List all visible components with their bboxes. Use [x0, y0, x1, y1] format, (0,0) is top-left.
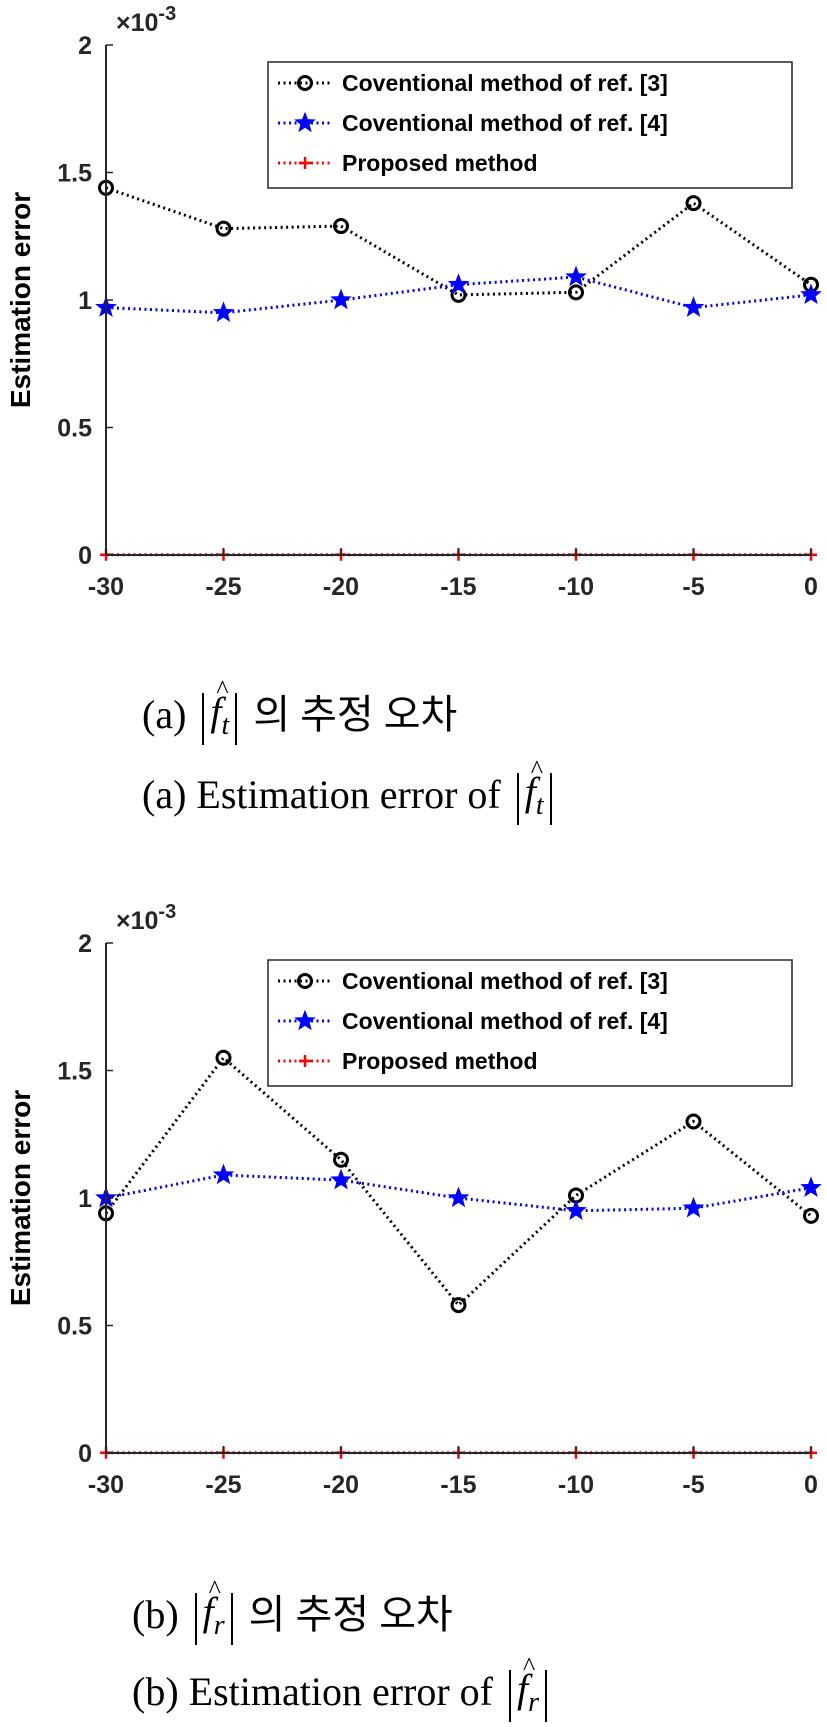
y-tick-label: 1.5	[57, 1058, 92, 1086]
data-point	[333, 1151, 349, 1168]
legend-label: Coventional method of ref. [3]	[342, 70, 668, 96]
chart-a: -30 -25 -20 -15 -10 -5 0 0 0.5 1 1.5 2 ×10-3 SNR [dB]…	[5, 3, 822, 620]
data-point	[447, 273, 470, 294]
legend-marker	[297, 973, 313, 989]
x-tick-label: 0	[804, 1471, 818, 1499]
data-point	[565, 265, 587, 287]
abs-bar-right	[545, 1670, 548, 1722]
f-hat-t-symbol: ^ ft	[210, 675, 230, 741]
x-tick-label: -30	[88, 1471, 124, 1499]
x-tick-label: -25	[205, 573, 241, 601]
data-point	[212, 301, 235, 322]
y-tick-label: 0	[78, 542, 92, 570]
data-point	[682, 1196, 705, 1218]
y-scale-factor: ×10-3	[116, 3, 176, 37]
data-point	[215, 220, 232, 237]
data-point	[212, 1163, 235, 1185]
data-point	[330, 288, 352, 310]
legend-box	[267, 61, 793, 189]
x-tick-label: -5	[682, 1471, 704, 1499]
legend: Coventional method of ref. [3] Coventiona…	[267, 61, 793, 189]
legend-item: Coventional method of ref. [4]	[278, 110, 668, 136]
data-point	[800, 283, 822, 305]
caption-b-english-prefix: (b) Estimation error of	[132, 1669, 493, 1715]
data-point	[685, 1113, 702, 1130]
x-tick-label: -10	[558, 1471, 594, 1499]
legend-label: Proposed method	[342, 1048, 538, 1074]
abs-bar-right	[230, 1593, 233, 1645]
data-point	[330, 1168, 352, 1190]
legend-box	[267, 959, 793, 1087]
legend-label: Coventional method of ref. [4]	[342, 1008, 668, 1034]
legend-marker	[294, 1009, 316, 1031]
f-hat-t-symbol: ^ ft	[524, 755, 544, 821]
abs-bar-left	[202, 693, 205, 745]
x-axis-label: SNR [dB]	[404, 616, 514, 620]
x-tick-label: -15	[440, 573, 476, 601]
abs-bar-right	[549, 773, 552, 825]
f-hat-r-symbol: ^ fr	[517, 1652, 540, 1718]
legend-label: Coventional method of ref. [3]	[342, 968, 668, 994]
caption-b-korean-prefix: (b)	[132, 1592, 179, 1638]
x-tick-label: 0	[804, 573, 818, 601]
x-tick-label: -5	[682, 573, 704, 601]
y-tick-label: 0.5	[57, 1313, 92, 1341]
y-tick-label: 1	[78, 1185, 92, 1213]
legend-marker	[299, 157, 311, 169]
data-point	[215, 1049, 232, 1066]
abs-bar-left	[194, 1593, 197, 1645]
caption-a-korean-suffix: 의 추정 오차	[253, 692, 458, 738]
caption-a-english-prefix: (a) Estimation error of	[142, 772, 501, 818]
x-tick-label: -20	[323, 573, 359, 601]
x-tick-label: -25	[205, 1471, 241, 1499]
caption-a-korean-prefix: (a)	[142, 692, 187, 738]
x-tick-label: -20	[323, 1471, 359, 1499]
abs-bar-left	[509, 1670, 511, 1722]
data-point	[333, 218, 349, 235]
y-tick-label: 1.5	[57, 160, 92, 188]
y-tick-label: 2	[78, 32, 92, 60]
y-tick-label: 2	[78, 930, 92, 958]
legend-marker	[297, 75, 313, 91]
y-axis-label: Estimation error	[5, 1090, 36, 1306]
legend-item: Coventional method of ref. [3]	[278, 968, 668, 994]
y-tick-label: 1	[78, 287, 92, 315]
series-line	[104, 1055, 812, 1308]
series-1	[98, 179, 819, 303]
legend-marker	[294, 111, 316, 133]
x-tick-label: -15	[440, 1471, 476, 1499]
legend-marker	[299, 1055, 311, 1067]
y-scale-factor: ×10-3	[116, 901, 176, 935]
y-tick-label: 0	[78, 1440, 92, 1468]
data-point	[800, 1176, 822, 1198]
data-point	[803, 1207, 819, 1224]
legend-label: Coventional method of ref. [4]	[342, 110, 668, 136]
data-point	[682, 296, 705, 317]
legend: Coventional method of ref. [3] Coventiona…	[267, 959, 793, 1087]
data-point	[685, 195, 702, 212]
y-axis-label: Estimation error	[5, 192, 36, 408]
caption-b-korean-suffix: 의 추정 오차	[248, 1592, 453, 1638]
x-tick-label: -10	[558, 573, 594, 601]
legend-item: Proposed method	[278, 1048, 538, 1074]
chart-b: -30 -25 -20 -15 -10 -5 0 0 0.5 1 1.5 2 ×10-3 SNR [dB]…	[5, 901, 822, 1518]
data-point	[565, 1199, 587, 1220]
x-axis-label: SNR [dB]	[404, 1514, 514, 1518]
legend-item: Proposed method	[278, 150, 538, 176]
legend-item: Coventional method of ref. [4]	[278, 1008, 668, 1034]
legend-label: Proposed method	[342, 150, 538, 176]
abs-bar-right	[235, 693, 238, 745]
data-point	[568, 284, 584, 301]
data-point	[450, 1297, 467, 1314]
f-hat-r-symbol: ^ fr	[202, 1575, 225, 1641]
data-point	[447, 1186, 470, 1208]
x-tick-label: -30	[88, 573, 124, 601]
legend-item: Coventional method of ref. [3]	[278, 70, 668, 96]
y-tick-label: 0.5	[57, 415, 92, 443]
abs-bar-left	[516, 773, 519, 825]
